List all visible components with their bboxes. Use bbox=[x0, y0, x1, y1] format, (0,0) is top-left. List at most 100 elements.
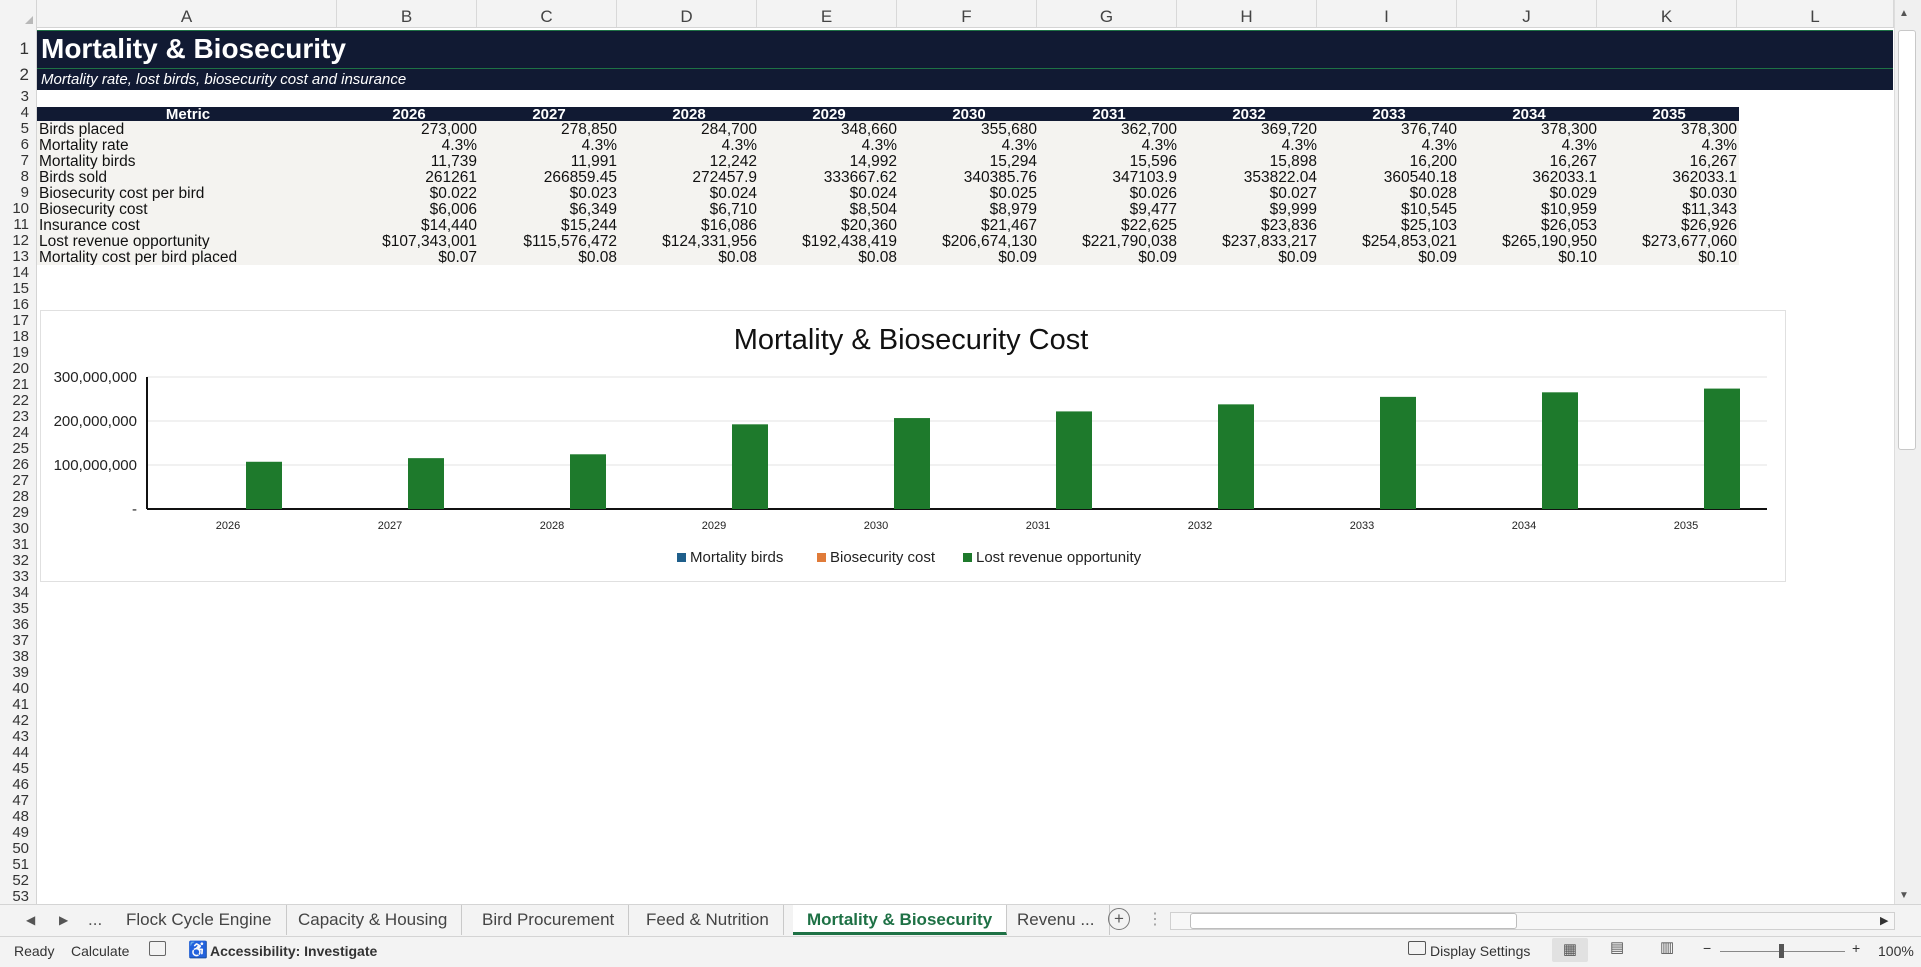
value-cell[interactable]: 376,740 bbox=[1319, 121, 1459, 137]
value-cell[interactable]: 14,992 bbox=[759, 153, 899, 169]
row-header-48[interactable]: 48 bbox=[0, 809, 36, 825]
bar-lost-revenue-opportunity[interactable] bbox=[1056, 411, 1092, 509]
value-cell[interactable]: $254,853,021 bbox=[1319, 233, 1459, 249]
page-break-view-icon[interactable]: ▥ bbox=[1660, 938, 1674, 956]
value-cell[interactable]: 378,300 bbox=[1599, 121, 1739, 137]
value-cell[interactable]: 4.3% bbox=[479, 137, 619, 153]
vertical-scroll-thumb[interactable] bbox=[1898, 30, 1916, 450]
value-cell[interactable]: $124,331,956 bbox=[619, 233, 759, 249]
value-cell[interactable]: 4.3% bbox=[339, 137, 479, 153]
row-header-40[interactable]: 40 bbox=[0, 681, 36, 697]
row-header-43[interactable]: 43 bbox=[0, 729, 36, 745]
row-header-23[interactable]: 23 bbox=[0, 409, 36, 425]
row-header-10[interactable]: 10 bbox=[0, 201, 36, 217]
row-header-7[interactable]: 7 bbox=[0, 153, 36, 169]
row-header-25[interactable]: 25 bbox=[0, 441, 36, 457]
row-header-9[interactable]: 9 bbox=[0, 185, 36, 201]
value-cell[interactable]: 4.3% bbox=[1599, 137, 1739, 153]
value-cell[interactable]: 362,700 bbox=[1039, 121, 1179, 137]
value-cell[interactable]: $0.09 bbox=[899, 249, 1039, 265]
value-cell[interactable]: 284,700 bbox=[619, 121, 759, 137]
value-cell[interactable]: $6,710 bbox=[619, 201, 759, 217]
scroll-down-icon[interactable]: ▼ bbox=[1899, 890, 1909, 901]
value-cell[interactable]: 15,294 bbox=[899, 153, 1039, 169]
row-header-17[interactable]: 17 bbox=[0, 313, 36, 329]
value-cell[interactable]: $0.08 bbox=[619, 249, 759, 265]
row-header-28[interactable]: 28 bbox=[0, 489, 36, 505]
value-cell[interactable]: $23,836 bbox=[1179, 217, 1319, 233]
row-header-35[interactable]: 35 bbox=[0, 601, 36, 617]
sheet-tab[interactable]: Flock Cycle Engine bbox=[112, 905, 287, 935]
row-header-22[interactable]: 22 bbox=[0, 393, 36, 409]
value-cell[interactable]: $0.08 bbox=[759, 249, 899, 265]
bar-lost-revenue-opportunity[interactable] bbox=[1704, 389, 1740, 509]
value-cell[interactable]: $0.09 bbox=[1319, 249, 1459, 265]
value-cell[interactable]: 15,596 bbox=[1039, 153, 1179, 169]
value-cell[interactable]: 4.3% bbox=[1319, 137, 1459, 153]
year-header[interactable]: 2026 bbox=[339, 107, 479, 121]
tab-scroll-right-icon[interactable]: ▶ bbox=[59, 913, 68, 927]
legend-label[interactable]: Lost revenue opportunity bbox=[976, 549, 1142, 566]
value-cell[interactable]: $0.026 bbox=[1039, 185, 1179, 201]
row-header-36[interactable]: 36 bbox=[0, 617, 36, 633]
status-calculate[interactable]: Calculate bbox=[71, 943, 129, 959]
year-header[interactable]: 2034 bbox=[1459, 107, 1599, 121]
metric-label-cell[interactable]: Lost revenue opportunity bbox=[37, 233, 339, 249]
value-cell[interactable]: $0.022 bbox=[339, 185, 479, 201]
sheet-tab[interactable]: Capacity & Housing bbox=[284, 905, 462, 935]
row-header-51[interactable]: 51 bbox=[0, 857, 36, 873]
bar-lost-revenue-opportunity[interactable] bbox=[1218, 404, 1254, 509]
value-cell[interactable]: $192,438,419 bbox=[759, 233, 899, 249]
value-cell[interactable]: $14,440 bbox=[339, 217, 479, 233]
sheet-tab[interactable]: Revenu ... bbox=[1003, 905, 1110, 935]
row-header-47[interactable]: 47 bbox=[0, 793, 36, 809]
value-cell[interactable]: $0.025 bbox=[899, 185, 1039, 201]
year-header[interactable]: 2030 bbox=[899, 107, 1039, 121]
value-cell[interactable]: 369,720 bbox=[1179, 121, 1319, 137]
sheet-tab[interactable]: Bird Procurement bbox=[468, 905, 629, 935]
horizontal-scroll-thumb[interactable] bbox=[1190, 913, 1517, 929]
row-header-12[interactable]: 12 bbox=[0, 233, 36, 249]
bar-lost-revenue-opportunity[interactable] bbox=[570, 454, 606, 509]
value-cell[interactable]: 12,242 bbox=[619, 153, 759, 169]
value-cell[interactable]: $6,006 bbox=[339, 201, 479, 217]
value-cell[interactable]: 333667.62 bbox=[759, 169, 899, 185]
macro-record-icon[interactable] bbox=[149, 941, 166, 956]
value-cell[interactable]: $0.029 bbox=[1459, 185, 1599, 201]
row-header-29[interactable]: 29 bbox=[0, 505, 36, 521]
value-cell[interactable]: 16,200 bbox=[1319, 153, 1459, 169]
row-header-52[interactable]: 52 bbox=[0, 873, 36, 889]
value-cell[interactable]: 4.3% bbox=[1039, 137, 1179, 153]
hscroll-right-icon[interactable]: ▶ bbox=[1880, 914, 1888, 927]
value-cell[interactable]: $26,053 bbox=[1459, 217, 1599, 233]
metric-label-cell[interactable]: Birds placed bbox=[37, 121, 339, 137]
value-cell[interactable]: $0.10 bbox=[1599, 249, 1739, 265]
legend-label[interactable]: Mortality birds bbox=[690, 549, 783, 566]
value-cell[interactable]: 11,739 bbox=[339, 153, 479, 169]
value-cell[interactable]: 355,680 bbox=[899, 121, 1039, 137]
bar-lost-revenue-opportunity[interactable] bbox=[408, 458, 444, 509]
row-header-3[interactable]: 3 bbox=[0, 89, 36, 105]
value-cell[interactable]: $273,677,060 bbox=[1599, 233, 1739, 249]
row-header-5[interactable]: 5 bbox=[0, 121, 36, 137]
column-header-a[interactable]: A bbox=[37, 0, 337, 27]
select-all-corner[interactable] bbox=[0, 0, 37, 27]
display-settings-icon[interactable] bbox=[1408, 941, 1426, 955]
row-header-44[interactable]: 44 bbox=[0, 745, 36, 761]
year-header[interactable]: 2032 bbox=[1179, 107, 1319, 121]
add-sheet-icon[interactable]: + bbox=[1108, 908, 1130, 930]
tab-scroll-left-icon[interactable]: ◀ bbox=[26, 913, 35, 927]
chart-container[interactable]: Mortality & Biosecurity Cost -100,000,00… bbox=[40, 310, 1786, 582]
tab-splitter-icon[interactable]: ⋮ bbox=[1147, 909, 1163, 929]
row-header-31[interactable]: 31 bbox=[0, 537, 36, 553]
metric-label-cell[interactable]: Mortality birds bbox=[37, 153, 339, 169]
column-header-d[interactable]: D bbox=[617, 0, 757, 27]
value-cell[interactable]: $0.024 bbox=[759, 185, 899, 201]
value-cell[interactable]: $20,360 bbox=[759, 217, 899, 233]
value-cell[interactable]: $25,103 bbox=[1319, 217, 1459, 233]
row-header-24[interactable]: 24 bbox=[0, 425, 36, 441]
row-header-45[interactable]: 45 bbox=[0, 761, 36, 777]
value-cell[interactable]: $26,926 bbox=[1599, 217, 1739, 233]
column-header-b[interactable]: B bbox=[337, 0, 477, 27]
value-cell[interactable]: $21,467 bbox=[899, 217, 1039, 233]
